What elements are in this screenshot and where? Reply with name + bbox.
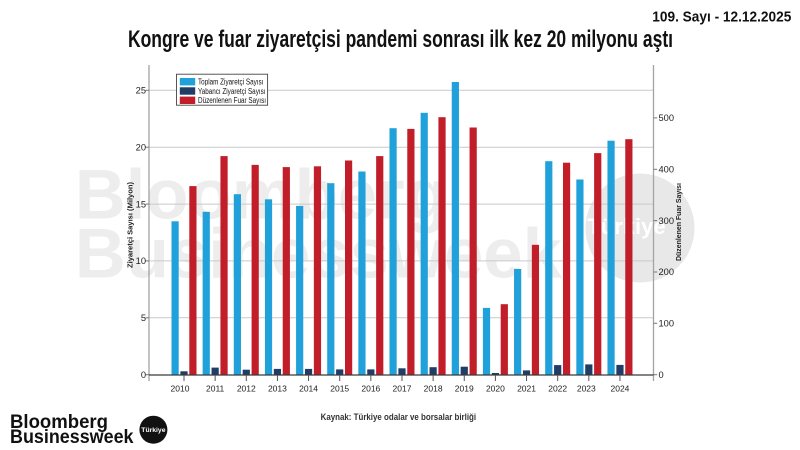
svg-text:0: 0: [659, 370, 664, 380]
svg-text:0: 0: [141, 370, 146, 380]
svg-text:200: 200: [659, 267, 675, 277]
svg-text:2016: 2016: [361, 383, 380, 393]
svg-text:2019: 2019: [455, 383, 474, 393]
svg-text:Düzenlenen Fuar Sayısı: Düzenlenen Fuar Sayısı: [198, 96, 266, 105]
svg-text:2024: 2024: [610, 383, 629, 393]
svg-text:Toplam Ziyaretçi Sayısı: Toplam Ziyaretçi Sayısı: [198, 78, 264, 87]
svg-text:15: 15: [136, 199, 146, 209]
svg-text:500: 500: [659, 113, 675, 123]
svg-text:2020: 2020: [486, 383, 505, 393]
svg-text:100: 100: [659, 319, 675, 329]
svg-text:Bloomberg: Bloomberg: [10, 412, 108, 433]
svg-text:2018: 2018: [424, 383, 443, 393]
svg-text:Ziyaretçi Sayısı (Milyon): Ziyaretçi Sayısı (Milyon): [128, 182, 135, 268]
svg-text:2023: 2023: [577, 383, 596, 393]
svg-text:2021: 2021: [517, 383, 536, 393]
svg-text:Bloomberg: Bloomberg: [75, 154, 448, 233]
svg-text:400: 400: [659, 165, 675, 175]
svg-text:Düzenlenen Fuar Sayısı: Düzenlenen Fuar Sayısı: [676, 183, 683, 261]
svg-text:2013: 2013: [268, 383, 287, 393]
svg-text:10: 10: [136, 256, 146, 266]
svg-text:2015: 2015: [330, 383, 349, 393]
svg-text:Yabancı Ziyaretçi Sayısı: Yabancı Ziyaretçi Sayısı: [198, 87, 266, 96]
svg-text:2022: 2022: [548, 383, 567, 393]
svg-text:Türkiye: Türkiye: [141, 427, 165, 434]
svg-text:2014: 2014: [299, 383, 318, 393]
svg-text:2017: 2017: [393, 383, 412, 393]
svg-text:Kaynak: Türkiye odalar ve bors: Kaynak: Türkiye odalar ve borsalar birli…: [321, 412, 477, 423]
svg-text:25: 25: [136, 86, 146, 96]
svg-text:20: 20: [136, 143, 146, 153]
svg-text:Kongre ve fuar ziyaretçisi pan: Kongre ve fuar ziyaretçisi pandemi sonra…: [128, 26, 673, 53]
svg-text:109. Sayı - 12.12.2025: 109. Sayı - 12.12.2025: [652, 8, 791, 25]
svg-text:2011: 2011: [206, 383, 225, 393]
svg-text:2010: 2010: [171, 383, 190, 393]
svg-text:2012: 2012: [237, 383, 256, 393]
svg-text:300: 300: [659, 216, 675, 226]
svg-text:Businessweek: Businessweek: [10, 427, 134, 448]
svg-text:5: 5: [141, 313, 146, 323]
